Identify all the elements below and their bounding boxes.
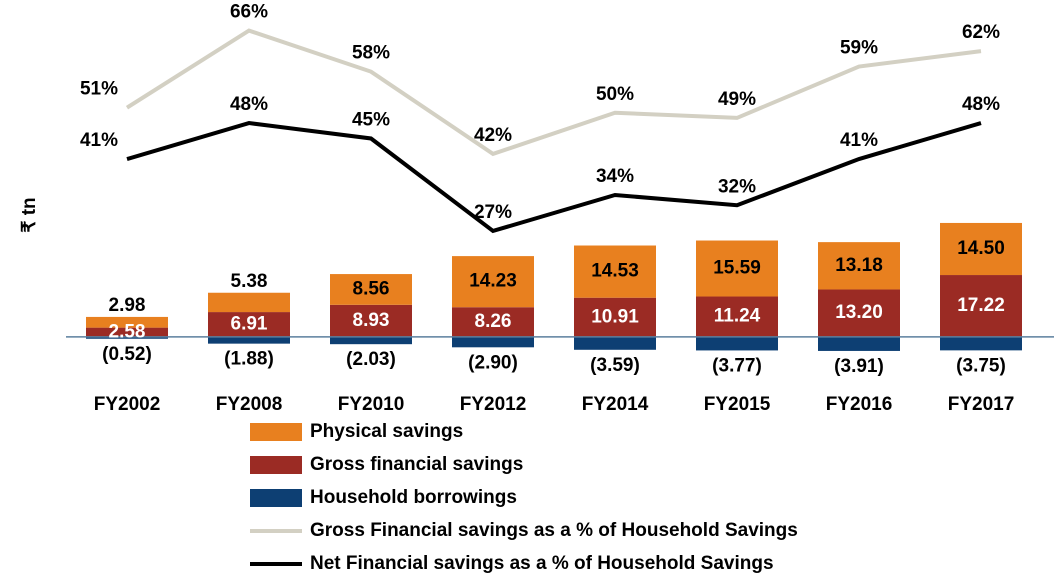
bar-value-label: 8.93 <box>353 310 390 331</box>
bar <box>940 222 1022 276</box>
line-value-label: 27% <box>474 202 512 223</box>
line-value-label: 41% <box>840 130 878 151</box>
bar-value-label: 14.50 <box>957 238 1005 259</box>
bar-value-label: (3.59) <box>590 355 640 376</box>
line-value-label: 48% <box>230 94 268 115</box>
legend-swatch <box>250 489 302 507</box>
bar-value-label: 5.38 <box>231 271 268 292</box>
bar <box>818 242 900 290</box>
bar-value-label: 14.53 <box>591 261 639 282</box>
legend-swatch <box>250 456 302 474</box>
bar-value-label: (2.03) <box>346 349 396 370</box>
line-value-label: 32% <box>718 176 756 197</box>
bar <box>452 307 534 337</box>
line-value-label: 34% <box>596 166 634 187</box>
line <box>125 28 982 157</box>
line-value-label: 62% <box>962 22 1000 43</box>
bar-value-label: 17.22 <box>957 295 1005 316</box>
bar <box>818 289 900 337</box>
line-value-label: 66% <box>230 2 268 23</box>
bar <box>208 336 290 344</box>
bar <box>330 274 412 305</box>
x-tick-label: FY2016 <box>826 394 893 415</box>
bar-value-label: 13.20 <box>835 302 883 323</box>
bar <box>208 292 290 313</box>
bar-value-label: (0.52) <box>102 344 152 365</box>
line-value-label: 48% <box>962 94 1000 115</box>
bar-value-label: 6.91 <box>231 313 268 334</box>
line-value-label: 50% <box>596 84 634 105</box>
line <box>126 121 982 234</box>
bar-value-label: 13.18 <box>835 255 883 276</box>
bar-value-label: (2.90) <box>468 352 518 373</box>
bar <box>330 304 412 337</box>
bar <box>86 316 168 328</box>
x-tick-label: FY2010 <box>338 394 405 415</box>
bar-value-label: (3.77) <box>712 355 762 376</box>
x-tick-label: FY2008 <box>216 394 283 415</box>
line-value-label: 59% <box>840 38 878 59</box>
legend-label: Physical savings <box>310 421 463 442</box>
bar <box>574 245 656 298</box>
legend-swatch <box>250 423 302 441</box>
x-tick-label: FY2012 <box>460 394 527 415</box>
bar <box>940 336 1022 351</box>
bar <box>574 297 656 337</box>
bar-value-label: 15.59 <box>713 258 761 279</box>
bar-value-label: (3.75) <box>956 355 1006 376</box>
bar-value-label: (1.88) <box>224 349 274 370</box>
bar <box>696 240 778 297</box>
x-tick-label: FY2017 <box>948 394 1015 415</box>
bar-value-label: 2.58 <box>109 321 146 342</box>
bar <box>940 275 1022 337</box>
legend-label: Net Financial savings as a % of Househol… <box>310 553 774 574</box>
legend-label: Gross Financial savings as a % of Househ… <box>310 520 798 541</box>
legend-label: Gross financial savings <box>310 454 523 475</box>
bar <box>86 327 168 337</box>
y-axis-label: ₹ tn <box>19 197 40 232</box>
x-tick-label: FY2014 <box>582 394 649 415</box>
bar <box>696 296 778 337</box>
line-value-label: 49% <box>718 89 756 110</box>
bar <box>86 336 168 339</box>
bar <box>330 336 412 345</box>
bar-value-label: 14.23 <box>469 271 517 292</box>
bar-value-label: 10.91 <box>591 306 639 327</box>
line-value-label: 58% <box>352 43 390 64</box>
bar-value-label: (3.91) <box>834 356 884 377</box>
line-value-label: 42% <box>474 125 512 146</box>
x-tick-label: FY2002 <box>94 394 161 415</box>
bar <box>208 312 290 337</box>
legend-label: Household borrowings <box>310 487 517 508</box>
bar <box>452 336 534 348</box>
bar-value-label: 8.26 <box>475 311 512 332</box>
line-value-label: 41% <box>80 130 118 151</box>
line-value-label: 45% <box>352 109 390 130</box>
line-value-label: 51% <box>80 79 118 100</box>
x-tick-label: FY2015 <box>704 394 771 415</box>
bar-value-label: 8.56 <box>353 278 390 299</box>
bar-value-label: 2.98 <box>109 295 146 316</box>
bar <box>696 336 778 351</box>
bar <box>818 336 900 351</box>
bar <box>574 336 656 350</box>
bar <box>452 256 534 308</box>
bar-value-label: 11.24 <box>714 306 761 327</box>
